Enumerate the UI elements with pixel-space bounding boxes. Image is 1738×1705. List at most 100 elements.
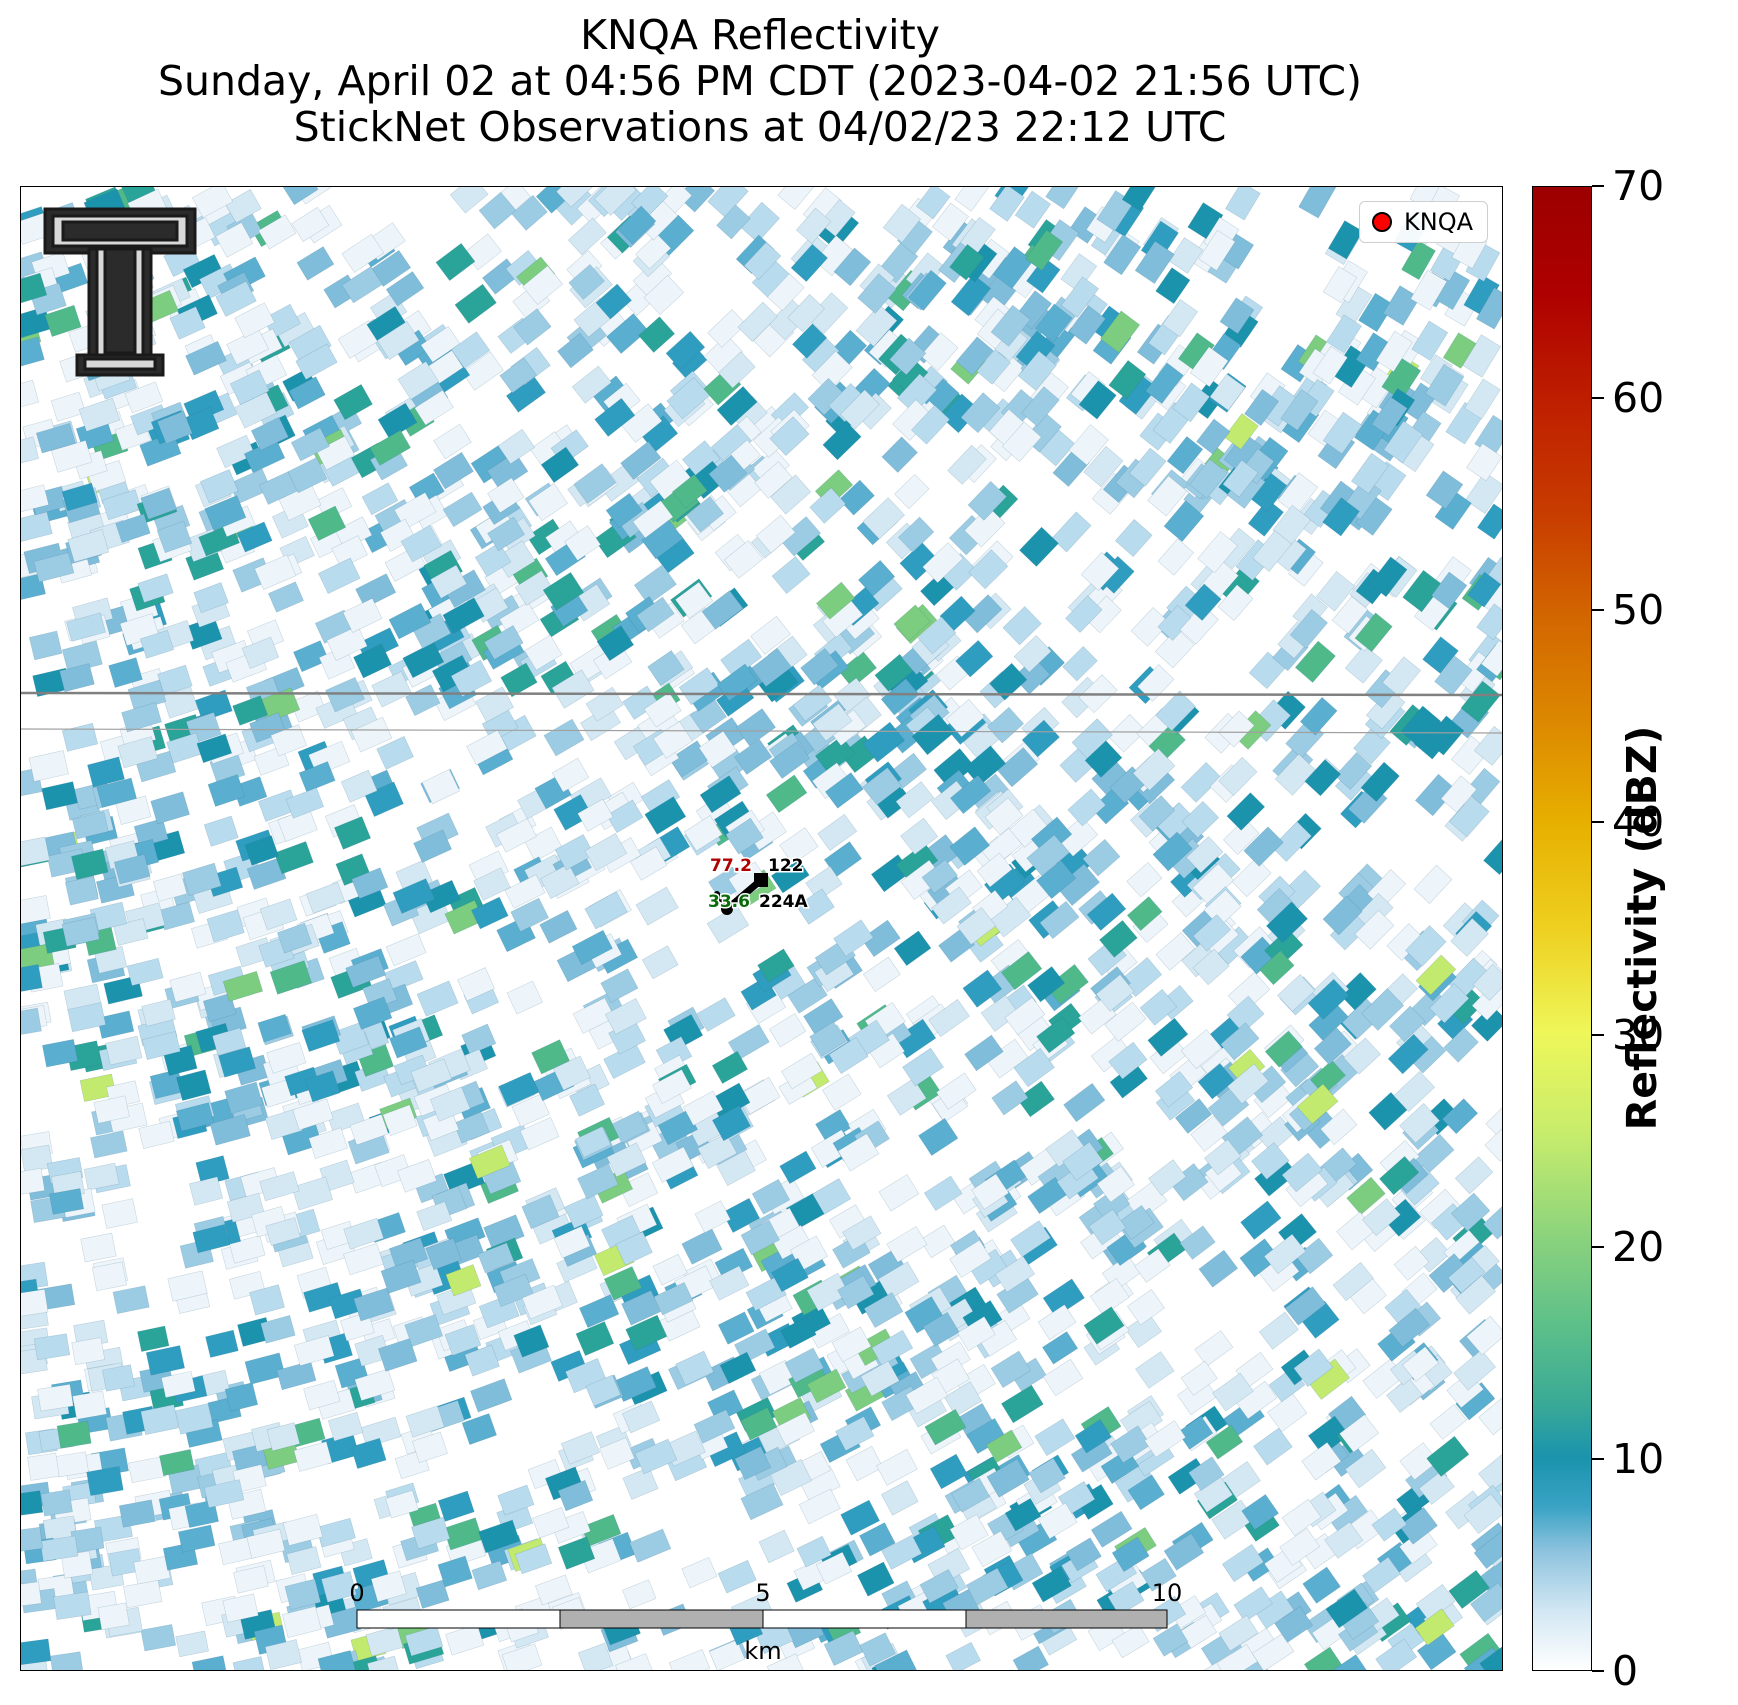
reflectivity-gate xyxy=(699,775,742,814)
reflectivity-gate xyxy=(274,841,314,875)
reflectivity-gate xyxy=(1026,834,1070,877)
reflectivity-gate xyxy=(594,187,637,216)
reflectivity-gate xyxy=(1042,1358,1084,1397)
reflectivity-gate xyxy=(40,1489,73,1517)
reflectivity-gate xyxy=(1251,1633,1295,1670)
colorbar-tick-mark xyxy=(1592,821,1604,824)
reflectivity-gate xyxy=(1099,919,1138,958)
reflectivity-gate xyxy=(1401,240,1436,281)
reflectivity-gate xyxy=(956,907,997,946)
reflectivity-gate xyxy=(1198,229,1236,271)
reflectivity-gate xyxy=(259,1171,300,1202)
reflectivity-gate xyxy=(540,446,580,484)
reflectivity-gate xyxy=(1111,1623,1150,1659)
reflectivity-gate xyxy=(1180,1360,1218,1396)
reflectivity-gate xyxy=(1296,1083,1339,1125)
reflectivity-gate xyxy=(907,269,947,311)
reflectivity-gate xyxy=(528,483,568,522)
reflectivity-gate xyxy=(791,323,828,359)
colorbar-tick-label: 60 xyxy=(1612,374,1665,423)
reflectivity-gate xyxy=(1157,538,1195,576)
reflectivity-gate xyxy=(1413,864,1453,904)
reflectivity-gate xyxy=(787,977,828,1014)
reflectivity-gate xyxy=(1078,380,1117,420)
reflectivity-gate xyxy=(1154,1070,1194,1108)
reflectivity-gate xyxy=(784,1347,825,1384)
reflectivity-gate xyxy=(779,827,819,865)
reflectivity-gate xyxy=(644,796,687,835)
reflectivity-gate xyxy=(707,309,747,348)
reflectivity-gate xyxy=(354,1368,396,1402)
reflectivity-gate xyxy=(416,1201,453,1232)
reflectivity-gate xyxy=(1045,187,1082,210)
reflectivity-gate xyxy=(795,207,832,244)
reflectivity-gate xyxy=(551,757,590,793)
reflectivity-gate xyxy=(1095,974,1135,1012)
reflectivity-gate xyxy=(930,886,972,925)
reflectivity-gate xyxy=(814,735,856,774)
reflectivity-gate xyxy=(716,385,758,427)
reflectivity-gate xyxy=(21,1526,44,1553)
reflectivity-gate xyxy=(121,702,162,733)
reflectivity-gate xyxy=(605,492,643,529)
reflectivity-gate xyxy=(577,798,614,832)
reflectivity-gate xyxy=(133,818,169,848)
reflectivity-gate xyxy=(1194,1330,1234,1367)
reflectivity-gate xyxy=(1478,1454,1502,1491)
reflectivity-gate xyxy=(266,1422,301,1452)
colorbar-tick-mark xyxy=(1592,609,1604,612)
reflectivity-gate xyxy=(1226,995,1265,1034)
reflectivity-gate xyxy=(963,745,1007,787)
reflectivity-gate xyxy=(50,391,86,422)
reflectivity-gate xyxy=(819,199,856,237)
reflectivity-gate xyxy=(500,662,538,698)
reflectivity-gate xyxy=(27,1452,60,1481)
reflectivity-gate xyxy=(675,1350,715,1386)
reflectivity-gate xyxy=(504,874,546,909)
reflectivity-gate xyxy=(464,1344,500,1377)
reflectivity-gate xyxy=(413,829,453,863)
reflectivity-gate xyxy=(487,477,525,514)
reflectivity-gate xyxy=(1415,954,1457,996)
reflectivity-gate xyxy=(21,484,50,514)
reflectivity-gate xyxy=(21,1007,42,1038)
reflectivity-gate xyxy=(921,859,958,894)
reflectivity-gate xyxy=(955,639,994,678)
reflectivity-gate xyxy=(1429,1403,1468,1440)
reflectivity-gate xyxy=(101,1198,138,1229)
reflectivity-gate xyxy=(369,429,411,466)
reflectivity-gate xyxy=(21,895,51,926)
reflectivity-gate xyxy=(889,337,927,376)
reflectivity-gate xyxy=(1134,1248,1171,1283)
reflectivity-gate xyxy=(21,379,40,411)
reflectivity-gate xyxy=(606,313,649,354)
reflectivity-gate xyxy=(150,791,190,825)
reflectivity-gate xyxy=(1222,459,1259,498)
reflectivity-gate xyxy=(636,596,675,633)
reflectivity-gate xyxy=(445,1624,485,1656)
radar-map[interactable]: 77.2 122 33.6 224A 0 5 10 km xyxy=(20,186,1503,1671)
reflectivity-gate xyxy=(682,1090,724,1126)
reflectivity-gate xyxy=(457,967,495,1002)
reflectivity-gate xyxy=(1393,1070,1436,1113)
reflectivity-gate xyxy=(236,521,273,553)
reflectivity-gate xyxy=(64,875,99,906)
reflectivity-gate xyxy=(21,964,43,994)
reflectivity-gate xyxy=(222,1593,259,1623)
reflectivity-gate xyxy=(1350,452,1390,494)
reflectivity-gate xyxy=(1180,761,1222,803)
reflectivity-gate xyxy=(1450,1192,1491,1232)
reflectivity-gate xyxy=(770,474,812,515)
reflectivity-gate xyxy=(207,774,246,807)
reflectivity-gate xyxy=(21,272,48,306)
reflectivity-gate xyxy=(1315,570,1356,612)
reflectivity-gate xyxy=(1344,644,1383,684)
reflectivity-gate xyxy=(206,909,245,943)
reflectivity-gate xyxy=(232,695,269,726)
reflectivity-gate xyxy=(823,1630,864,1666)
reflectivity-gate xyxy=(301,1019,341,1053)
reflectivity-gate xyxy=(1476,503,1502,540)
reflectivity-gate xyxy=(1155,932,1196,971)
reflectivity-gate xyxy=(767,273,805,312)
reflectivity-gate xyxy=(992,246,1034,289)
